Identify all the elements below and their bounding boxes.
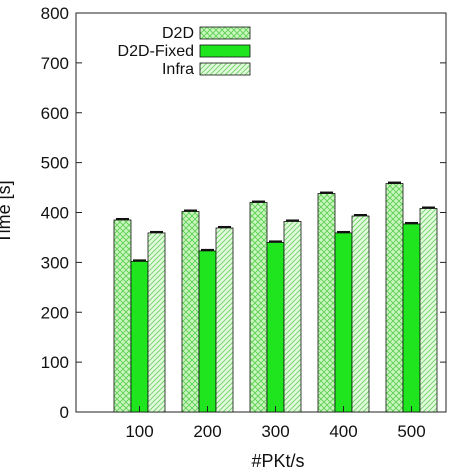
- legend-label-d2d: D2D: [162, 25, 194, 42]
- bar-infra-300: [283, 221, 302, 413]
- y-axis: 0 100 200 300 400 500 600 700 800: [41, 4, 446, 422]
- y-tick-label: 500: [41, 154, 69, 173]
- legend-label-d2d-fixed: D2D-Fixed: [118, 43, 194, 60]
- y-axis-label: Time [s]: [0, 180, 14, 243]
- bar-d2d-200: [181, 211, 200, 413]
- x-axis-label: #PKt/s: [251, 451, 304, 471]
- plot-area: [75, 12, 447, 413]
- y-tick-label: 300: [41, 253, 69, 272]
- x-tick-label: 300: [261, 422, 289, 441]
- y-tick-label: 600: [41, 104, 69, 123]
- y-tick-label: 700: [41, 54, 69, 73]
- bar-d2d-fixed-300: [266, 242, 285, 413]
- y-tick-label: 200: [41, 303, 69, 322]
- x-axis: 100 200 300 400 500: [125, 406, 426, 441]
- bar-d2d-fixed-200: [198, 250, 217, 413]
- x-tick-label: 100: [125, 422, 153, 441]
- bar-infra-400: [351, 215, 370, 413]
- bar-d2d-fixed-100: [130, 260, 149, 413]
- y-tick-label: 400: [41, 204, 69, 223]
- bar-d2d-300: [249, 202, 268, 413]
- y-tick-label: 800: [41, 4, 69, 23]
- legend-swatch-d2d: [199, 26, 251, 40]
- legend-label-infra: Infra: [162, 61, 194, 78]
- x-tick-label: 400: [329, 422, 357, 441]
- x-tick-label: 500: [397, 422, 425, 441]
- bar-d2d-fixed-400: [334, 232, 353, 413]
- bar-d2d-100: [113, 219, 132, 413]
- bar-infra-200: [215, 227, 234, 413]
- legend-swatch-infra: [199, 62, 251, 76]
- y-tick-label: 0: [60, 403, 69, 422]
- bar-d2d-400: [317, 193, 336, 413]
- bar-infra-100: [147, 232, 166, 413]
- bar-d2d-500: [385, 183, 404, 413]
- x-tick-label: 200: [193, 422, 221, 441]
- legend-swatch-d2d-fixed: [199, 44, 251, 58]
- bar-infra-500: [419, 208, 438, 413]
- y-tick-label: 100: [41, 353, 69, 372]
- bar-d2d-fixed-500: [402, 223, 421, 413]
